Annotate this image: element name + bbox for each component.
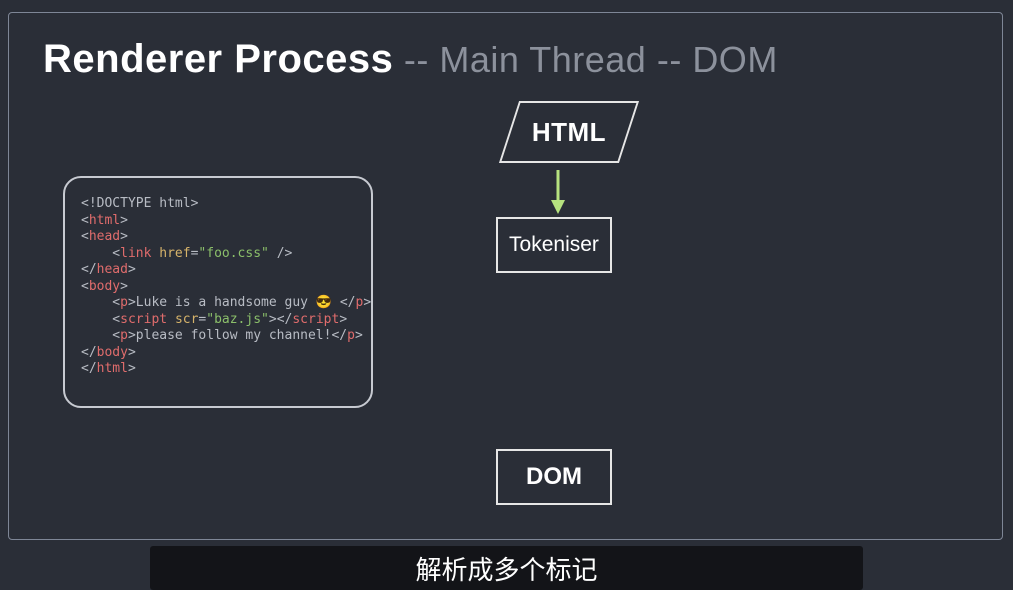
html-source-code: <!DOCTYPE html> <html> <head> <link href… xyxy=(63,176,373,408)
dom-node: DOM xyxy=(496,449,612,505)
video-subtitle: 解析成多个标记 xyxy=(150,546,863,590)
html-input-node: HTML xyxy=(499,101,639,163)
title-sub: -- Main Thread -- DOM xyxy=(393,39,777,80)
title-main: Renderer Process xyxy=(43,37,393,81)
tokeniser-label: Tokeniser xyxy=(509,233,599,257)
slide-title: Renderer Process -- Main Thread -- DOM xyxy=(43,37,778,82)
slide-frame: Renderer Process -- Main Thread -- DOM <… xyxy=(8,12,1003,540)
dom-label: DOM xyxy=(526,463,582,491)
arrow-down-icon xyxy=(551,170,565,214)
html-input-label: HTML xyxy=(532,117,606,148)
tokeniser-node: Tokeniser xyxy=(496,217,612,273)
